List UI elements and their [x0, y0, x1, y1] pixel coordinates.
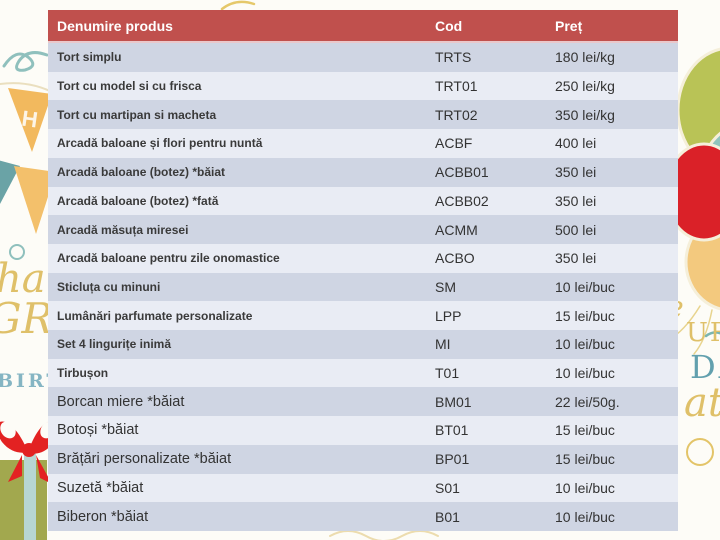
table-row: Brățări personalizate *băiat BP01 15 lei/b…	[48, 444, 678, 474]
price-cell: 10 lei/buc	[555, 508, 615, 525]
table-row: Set 4 lingurițe inimă MI 10 lei/buc	[48, 330, 678, 359]
code-cell: LPP	[435, 307, 462, 324]
product-cell: Sticluța cu minuni	[57, 279, 161, 294]
code-cell: SM	[435, 278, 456, 295]
bg-letters-birt: BIRT	[0, 370, 64, 392]
table-body: Tort simplu TRTS 180 lei/kg Tort cu model s…	[48, 43, 678, 531]
code-cell: ACMM	[435, 221, 478, 238]
header-cod: Cod	[435, 17, 463, 34]
code-cell: MI	[435, 336, 451, 353]
table-row: Suzetă *băiat S01 10 lei/buc	[48, 473, 678, 503]
code-cell: BT01	[435, 422, 469, 439]
price-cell: 500 lei	[555, 221, 597, 238]
ribbon-curl-icon	[2, 51, 49, 72]
table-row: Arcadă baloane (botez) *băiat ACBB01 350 l…	[48, 157, 678, 187]
price-cell: 10 lei/buc	[555, 336, 615, 353]
code-cell: S01	[435, 479, 460, 496]
product-cell: Arcadă baloane și flori pentru nuntă	[57, 136, 263, 151]
price-cell: 400 lei	[555, 135, 597, 152]
gift-bow-left-hole	[0, 421, 16, 439]
table-row: Sticluța cu minuni SM 10 lei/buc	[48, 272, 678, 302]
table-row: Tirbușon T01 10 lei/buc	[48, 358, 678, 388]
code-cell: ACBO	[435, 250, 475, 267]
pennant-letter: H	[20, 106, 39, 133]
code-cell: B01	[435, 508, 460, 525]
product-cell: Arcadă baloane (botez) *fată	[57, 193, 219, 208]
bg-script-ha: ha	[0, 256, 46, 302]
product-cell: Lumânări parfumate personalizate	[57, 308, 253, 323]
product-cell: Biberon *băiat	[57, 508, 149, 525]
gift-bow-tail-left	[8, 455, 22, 482]
price-cell: 250 lei/kg	[555, 78, 615, 95]
bg-letters-ur: UR	[686, 318, 720, 348]
product-cell: Borcan miere *băiat	[57, 393, 185, 410]
doodle-circle	[9, 244, 25, 260]
table-row: Arcadă baloane (botez) *fată ACBB02 350 le…	[48, 186, 678, 216]
table-row: Lumânări parfumate personalizate LPP 15 le…	[48, 301, 678, 331]
product-cell: Brățări personalizate *băiat	[57, 451, 232, 468]
code-cell: TRT02	[435, 106, 478, 123]
product-cell: Arcadă măsuța miresei	[57, 222, 189, 237]
product-cell: Tirbușon	[57, 366, 109, 381]
code-cell: ACBB01	[435, 164, 489, 181]
code-cell: TRTS	[435, 49, 472, 66]
price-cell: 10 lei/buc	[555, 365, 615, 382]
header-pret: Preț	[555, 17, 583, 34]
price-cell: 350 lei	[555, 192, 597, 209]
code-cell: TRT01	[435, 78, 478, 95]
price-cell: 180 lei/kg	[555, 49, 615, 66]
product-cell: Arcadă baloane pentru zile onomastice	[57, 251, 280, 266]
table-row: Tort cu martipan si macheta TRT02 350 lei/…	[48, 100, 678, 130]
product-cell: Tort cu martipan si macheta	[57, 107, 217, 122]
doodle-squiggle-right	[704, 331, 720, 338]
table-row: Arcadă baloane pentru zile onomastice ACB…	[48, 243, 678, 273]
balloon-olive	[676, 47, 720, 173]
pennant-orange-1	[8, 88, 52, 152]
price-cell: 350 lei	[555, 164, 597, 181]
table-row: Tort simplu TRTS 180 lei/kg	[48, 43, 678, 72]
price-cell: 350 lei/kg	[555, 106, 615, 123]
bg-letters-da: DA	[690, 348, 720, 386]
price-cell: 15 lei/buc	[555, 422, 615, 439]
code-cell: ACBF	[435, 135, 473, 152]
balloon-string-2	[693, 309, 713, 355]
pennant-teal	[0, 160, 20, 204]
price-cell: 15 lei/buc	[555, 451, 615, 468]
code-cell: T01	[435, 365, 460, 382]
price-cell: 10 lei/buc	[555, 278, 615, 295]
gift-bow-knot	[22, 443, 36, 457]
product-cell: Suzetă *băiat	[57, 479, 144, 496]
price-cell: 350 lei	[555, 250, 597, 267]
price-table: Denumire produs Cod Preț Tort simplu TRTS…	[48, 10, 678, 531]
header-denumire-produs: Denumire produs	[57, 17, 173, 34]
table-row: Borcan miere *băiat BM01 22 lei/50g.	[48, 387, 678, 417]
code-cell: BM01	[435, 393, 472, 410]
gift-box	[0, 460, 47, 540]
product-cell: Tort simplu	[57, 50, 122, 65]
bg-script-at: at	[684, 380, 720, 426]
table-row: Arcadă baloane și flori pentru nuntă ACBF…	[48, 129, 678, 158]
code-cell: BP01	[435, 451, 470, 468]
table-row: Botoși *băiat BT01 15 lei/buc	[48, 416, 678, 445]
price-cell: 15 lei/buc	[555, 307, 615, 324]
table-row: Arcadă măsuța miresei ACMM 500 lei	[48, 215, 678, 244]
doodle-balloon-outline	[686, 438, 714, 466]
product-cell: Arcadă baloane (botez) *băiat	[57, 165, 226, 180]
table-row: Biberon *băiat B01 10 lei/buc	[48, 502, 678, 531]
product-cell: Botoși *băiat	[57, 422, 139, 439]
gift-ribbon	[24, 452, 36, 540]
table-header-row: Denumire produs Cod Preț	[48, 10, 678, 43]
price-cell: 10 lei/buc	[555, 479, 615, 496]
product-cell: Set 4 lingurițe inimă	[57, 337, 172, 352]
product-cell: Tort cu model si cu frisca	[57, 79, 202, 94]
price-cell: 22 lei/50g.	[555, 393, 620, 410]
top-doodle	[220, 0, 256, 11]
pennant-orange-2	[14, 166, 56, 234]
code-cell: ACBB02	[435, 192, 489, 209]
table-row: Tort cu model si cu frisca TRT01 250 lei/k…	[48, 71, 678, 101]
bottom-doodle	[329, 530, 439, 540]
